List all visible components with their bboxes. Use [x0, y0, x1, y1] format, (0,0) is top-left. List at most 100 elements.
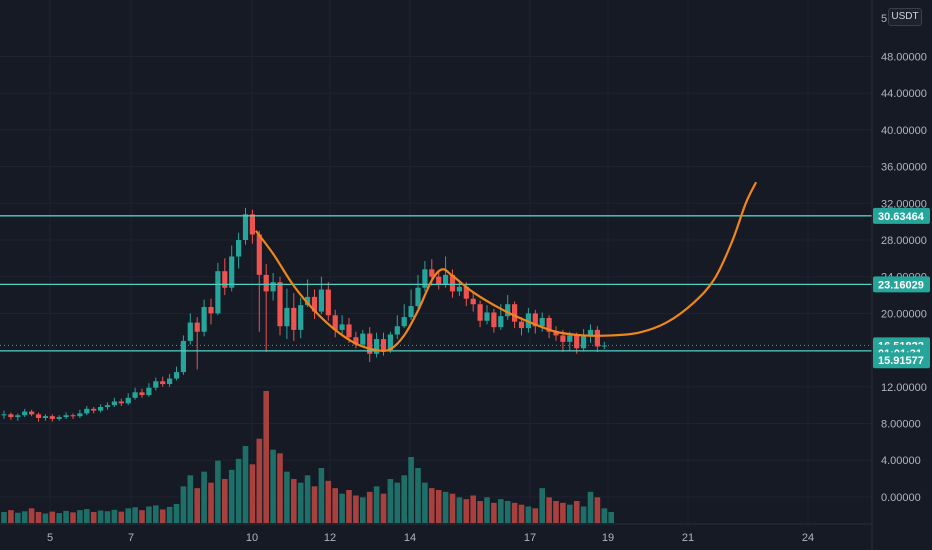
price-tick-label: 40.00000 — [881, 125, 927, 137]
candle-body — [194, 322, 200, 332]
volume-bar — [104, 511, 111, 523]
candle-body — [415, 287, 421, 307]
volume-bar — [484, 497, 490, 523]
trend-curve[interactable] — [254, 181, 758, 353]
candle-body — [215, 271, 221, 314]
candle-body — [125, 397, 131, 404]
volume-bar — [387, 479, 394, 523]
volume-bar — [587, 491, 594, 523]
price-tag: 15.91577 — [873, 352, 930, 369]
volume-bar — [146, 506, 152, 523]
volume-bar — [173, 503, 180, 523]
candle-body — [208, 306, 214, 314]
trend-curve-path[interactable] — [254, 181, 758, 353]
candle-body — [284, 307, 290, 327]
candle-body — [367, 333, 373, 354]
price-tick-label: 32.00000 — [881, 198, 927, 210]
volume-bar — [56, 513, 62, 523]
candle-body — [553, 331, 559, 336]
candle-body — [49, 416, 55, 419]
volume-bar — [380, 493, 387, 523]
candle-body — [339, 324, 345, 330]
candle-body — [70, 415, 76, 417]
volume-bar — [567, 504, 573, 523]
volume-bar — [187, 475, 194, 523]
candle-body — [360, 333, 366, 345]
candle-body — [484, 312, 490, 321]
candle-body — [236, 240, 242, 257]
price-tick-label: 20.00000 — [881, 308, 927, 320]
volume-bar — [408, 457, 414, 523]
price-tag-label: 30.63464 — [878, 211, 925, 223]
horizontal-levels[interactable] — [0, 215, 872, 352]
volume-bar — [139, 510, 145, 523]
volume-bar — [415, 468, 421, 523]
candle-body — [581, 336, 587, 349]
time-tick-label: 10 — [246, 532, 258, 544]
volume-bar — [491, 502, 497, 523]
volume-bar — [449, 493, 456, 523]
candle-body — [153, 381, 159, 388]
candle-body — [15, 415, 21, 418]
volume-bar — [546, 497, 552, 523]
price-tick-label: 0.00000 — [881, 492, 921, 504]
candle-body — [456, 286, 462, 292]
volume-bar — [504, 501, 511, 523]
volume-bar — [435, 490, 442, 523]
volume-bar — [153, 505, 159, 523]
candle-body — [601, 345, 607, 347]
volume-bar — [235, 458, 242, 523]
candle-body — [180, 340, 186, 373]
candle-body — [222, 271, 228, 288]
volume-bar — [477, 501, 483, 523]
candle-body — [29, 411, 35, 415]
volume-bar — [401, 475, 407, 523]
candle-body — [229, 256, 235, 288]
volume-bar — [77, 510, 83, 523]
candle-body — [477, 304, 483, 321]
candle-body — [532, 313, 538, 327]
volume-bar — [318, 468, 325, 523]
volume-bar — [539, 488, 545, 523]
time-tick-label: 24 — [802, 532, 814, 544]
candle-body — [298, 305, 304, 330]
volume-bar — [346, 490, 352, 523]
candle-body — [422, 269, 428, 288]
candle-body — [139, 392, 145, 396]
currency-badge[interactable]: USDT — [888, 8, 922, 26]
volume-bar — [228, 469, 235, 523]
volume-bar — [111, 509, 118, 523]
candle-body — [401, 317, 407, 327]
volume-bar — [594, 497, 601, 523]
candle-body — [560, 335, 566, 342]
volume-bar — [215, 460, 221, 523]
candle-body — [429, 269, 435, 277]
price-tick-label: 28.00000 — [881, 235, 927, 247]
volume-bar — [118, 511, 125, 523]
volume-bar — [353, 495, 359, 523]
time-axis[interactable]: 5 7 10 12 14 17 19 21 24 — [0, 523, 872, 544]
volume-bar — [166, 506, 173, 523]
volume-bar — [42, 513, 49, 523]
price-tag: 23.16029 — [873, 276, 930, 293]
volume-bar — [208, 482, 214, 523]
volume-bar — [560, 502, 566, 523]
candle-body — [332, 315, 338, 330]
price-tag-label: 23.16029 — [878, 279, 924, 291]
candle-body — [111, 401, 117, 406]
volume-bar — [35, 512, 42, 523]
candle-body — [146, 387, 152, 396]
candle-body — [160, 381, 166, 385]
candle-body — [173, 372, 180, 379]
candle-body — [104, 405, 111, 407]
volume-bar — [15, 512, 21, 523]
time-tick-label: 7 — [128, 532, 134, 544]
candle-body — [98, 406, 104, 411]
volume-bar — [132, 507, 138, 523]
candle-body — [463, 286, 469, 299]
candle-body — [249, 214, 255, 235]
volume-bar — [194, 488, 200, 523]
volume-bar — [284, 471, 290, 523]
